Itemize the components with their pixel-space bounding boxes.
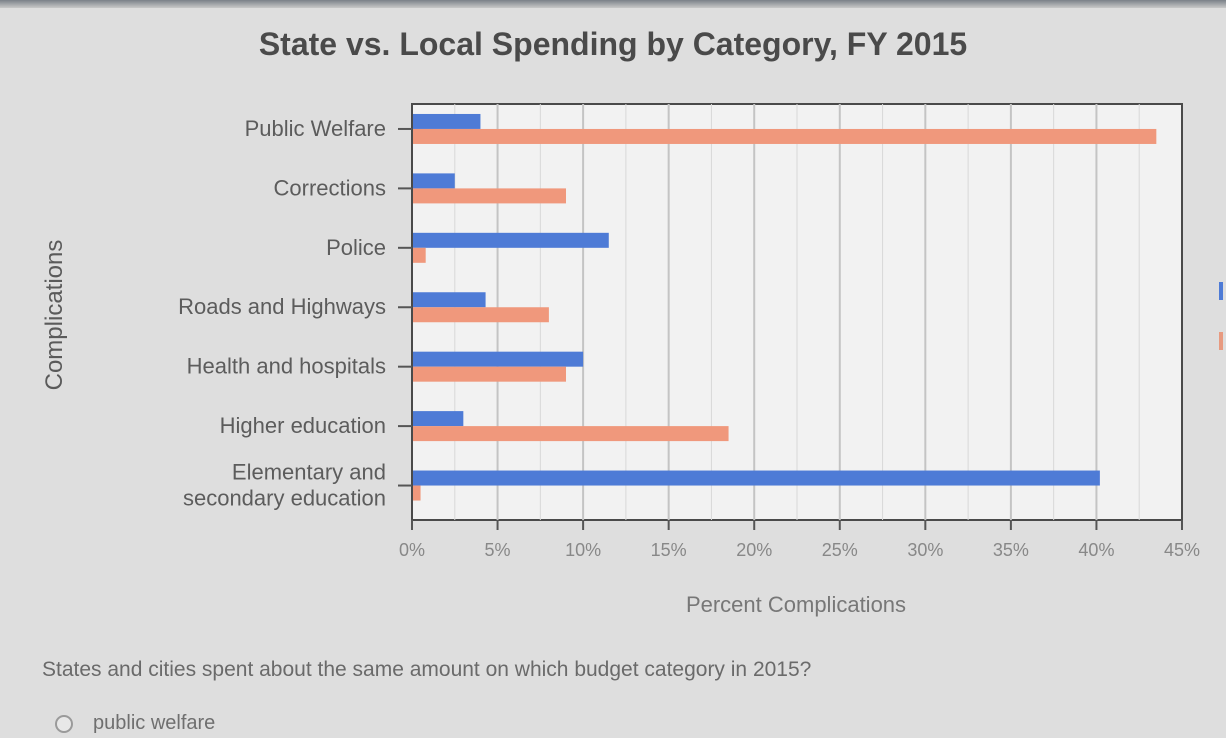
bar — [413, 366, 566, 382]
question-text: States and cities spent about the same a… — [42, 658, 812, 681]
x-tick-label: 0% — [399, 540, 425, 560]
category-label: Corrections — [274, 175, 386, 200]
category-label: Roads and Highways — [178, 294, 386, 319]
x-tick-label: 20% — [736, 540, 772, 560]
answer-option-label: public welfare — [93, 712, 216, 734]
bar — [413, 307, 549, 323]
bar — [413, 128, 1157, 144]
bar — [413, 485, 421, 501]
side-mark — [1219, 332, 1223, 350]
bar — [413, 351, 584, 367]
bar — [413, 247, 426, 263]
answer-option[interactable]: public welfare — [55, 712, 215, 735]
bar — [413, 426, 729, 442]
bar — [413, 470, 1100, 486]
bar — [413, 173, 455, 189]
bar — [413, 232, 609, 248]
category-label: Higher education — [220, 413, 386, 438]
x-tick-label: 15% — [651, 540, 687, 560]
category-label: Public Welfare — [245, 116, 386, 141]
top-strip — [0, 0, 1226, 8]
bar — [413, 188, 566, 204]
radio-button[interactable] — [55, 714, 73, 733]
x-tick-label: 5% — [485, 540, 511, 560]
x-tick-label: 35% — [993, 540, 1029, 560]
x-tick-label: 40% — [1078, 540, 1114, 560]
bar — [413, 292, 486, 308]
category-label: Elementary and — [232, 460, 386, 485]
bar — [413, 113, 481, 129]
x-tick-label: 30% — [907, 540, 943, 560]
x-tick-label: 10% — [565, 540, 601, 560]
side-mark — [1219, 282, 1223, 300]
chart-title: State vs. Local Spending by Category, FY… — [258, 26, 968, 62]
x-tick-label: 25% — [822, 540, 858, 560]
x-axis-label: Percent Complications — [685, 592, 907, 617]
bar — [413, 411, 464, 427]
x-tick-label: 45% — [1164, 540, 1200, 560]
category-label: Police — [326, 235, 386, 260]
category-label: Health and hospitals — [187, 354, 386, 379]
category-label: secondary education — [183, 486, 386, 511]
